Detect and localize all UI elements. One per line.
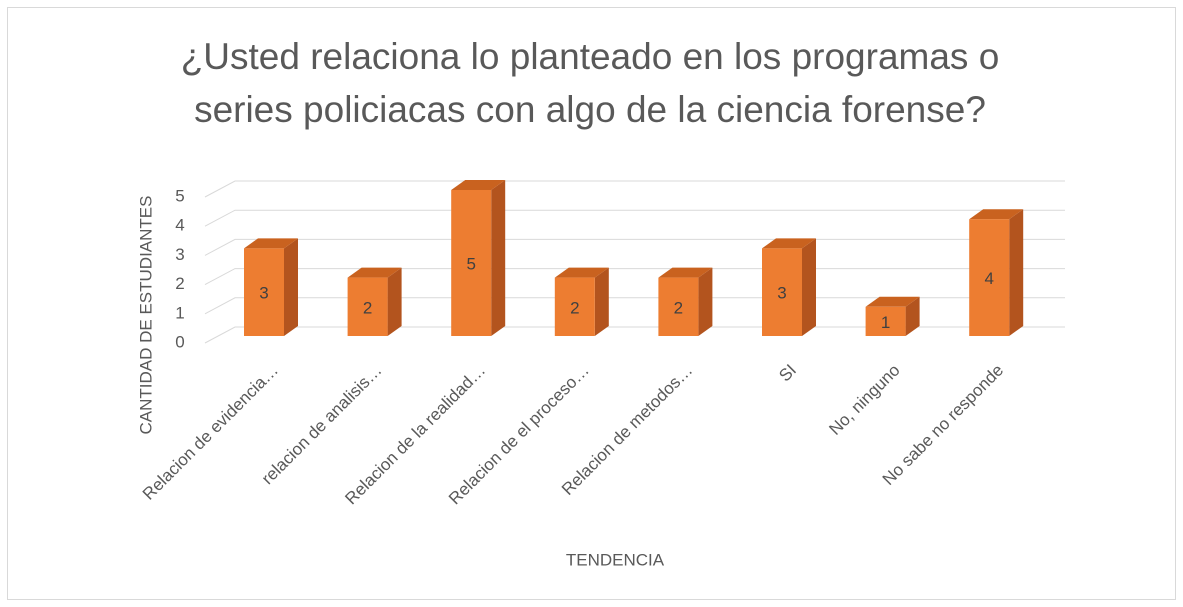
bar: [347, 277, 388, 336]
data-label: 2: [674, 298, 683, 317]
bar-side: [1009, 209, 1024, 336]
bar: [762, 248, 802, 336]
bar-side: [802, 238, 816, 336]
y-tick-label: 5: [175, 186, 184, 205]
data-label: 2: [363, 298, 372, 317]
data-label: 2: [570, 298, 579, 317]
data-label: 1: [881, 313, 890, 332]
y-tick-label: 4: [175, 216, 184, 235]
bar: [969, 219, 1010, 336]
bar-top: [658, 267, 713, 278]
bar-top: [554, 267, 609, 278]
bar-side: [387, 267, 402, 336]
y-tick-label: 1: [175, 303, 184, 322]
data-label: 3: [777, 284, 786, 303]
grid-line: [204, 180, 1065, 198]
bar: [244, 248, 284, 336]
bar: [554, 277, 595, 336]
data-label: 4: [984, 269, 993, 288]
bar-top: [762, 238, 816, 249]
chart-title: ¿Usted relaciona lo planteado en los pro…: [180, 36, 1000, 130]
bar-side: [491, 180, 506, 336]
y-tick-label: 2: [175, 274, 184, 293]
bar-top: [865, 296, 920, 307]
data-label: 5: [466, 254, 475, 273]
bar: [658, 277, 699, 336]
bar-side: [594, 267, 609, 336]
bar-top: [244, 238, 298, 249]
bar-top: [451, 180, 506, 190]
bar-side: [284, 238, 298, 336]
grid-line: [204, 209, 1065, 227]
bar-side: [905, 296, 920, 336]
bar-side: [698, 267, 713, 336]
y-tick-label: 3: [175, 245, 184, 264]
x-axis-title: TENDENCIA: [566, 550, 665, 569]
bar: [451, 190, 492, 336]
bar-top: [969, 209, 1024, 220]
bar-top: [347, 267, 402, 278]
data-label: 3: [259, 284, 268, 303]
y-tick-label: 0: [175, 332, 184, 351]
y-axis-title: CANTIDAD DE ESTUDIANTES: [136, 196, 155, 435]
bar: [865, 306, 906, 336]
